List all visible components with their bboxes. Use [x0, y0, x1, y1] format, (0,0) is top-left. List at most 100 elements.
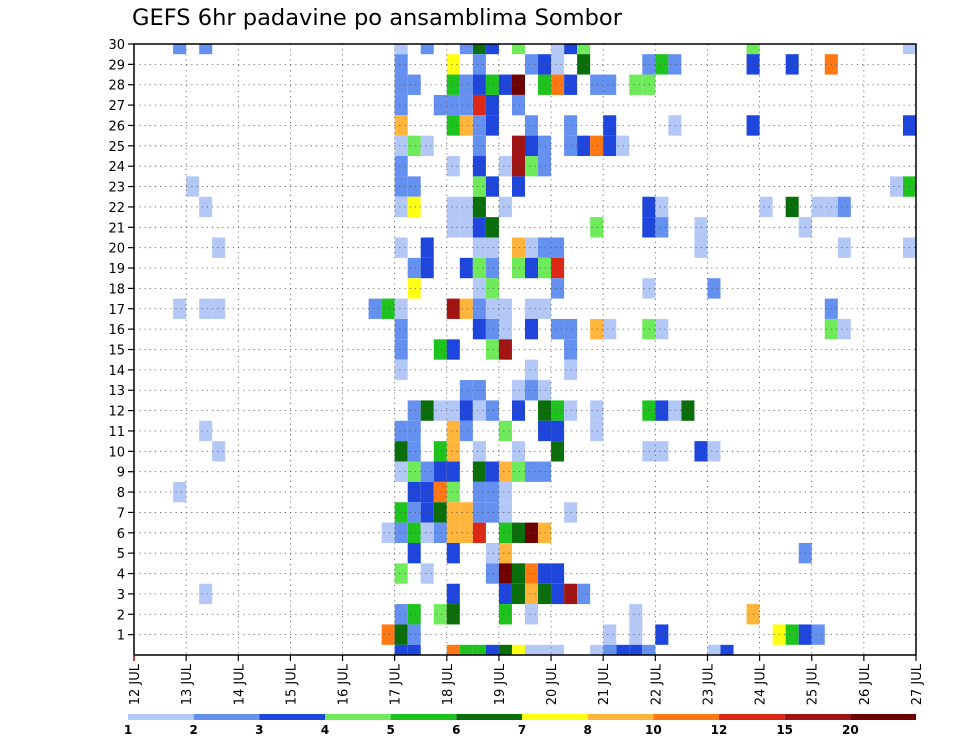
heat-cell: [538, 257, 552, 279]
heat-cell: [538, 583, 552, 605]
y-tick-label: 25: [108, 140, 125, 155]
colorbar-label: 10: [645, 723, 662, 737]
y-tick-label: 18: [108, 282, 125, 297]
heat-cell: [538, 644, 552, 655]
heat-cell: [485, 217, 499, 238]
heat-cell: [498, 318, 512, 340]
colorbar-label: 8: [583, 723, 591, 737]
heat-cell: [485, 563, 499, 584]
heat-cell: [564, 318, 578, 340]
heat-cell: [564, 44, 578, 55]
heat-cell: [590, 217, 604, 238]
colorbar-swatch: [522, 714, 588, 720]
heat-cell: [394, 44, 408, 55]
heat-cell: [407, 644, 421, 655]
heat-cell: [485, 115, 499, 136]
heat-cell: [199, 196, 213, 218]
heat-cell: [446, 74, 460, 95]
heat-cell: [407, 624, 421, 645]
heat-cell: [446, 217, 460, 238]
heat-cell: [420, 44, 434, 55]
heat-cell: [551, 44, 565, 55]
heat-cell: [551, 400, 565, 421]
colorbar: 1 2 3 4 5 6 7 8 10 12 15 20: [124, 714, 916, 737]
heat-cell: [472, 400, 486, 421]
heat-cell: [551, 278, 565, 299]
heat-cell: [538, 74, 552, 95]
heat-cell: [420, 135, 434, 157]
heat-cell: [420, 481, 434, 503]
heat-cell: [407, 196, 421, 218]
heat-cell: [590, 644, 604, 655]
y-tick-label: 13: [108, 384, 125, 399]
y-tick-label: 3: [117, 588, 125, 603]
heat-cell: [199, 44, 213, 55]
heat-cell: [394, 420, 408, 442]
heat-cell: [407, 257, 421, 279]
heat-cell: [485, 318, 499, 340]
heat-cell: [485, 257, 499, 279]
y-tick-label: 28: [108, 79, 125, 94]
y-tick-label: 11: [108, 425, 125, 440]
heat-cell: [433, 441, 447, 462]
heat-cell: [472, 135, 486, 157]
chart-title: GEFS 6hr padavine po ansamblima Sombor: [132, 6, 623, 31]
heat-cell: [394, 135, 408, 157]
heat-cell: [485, 278, 499, 299]
heat-cell: [498, 461, 512, 482]
x-tick-label: 27 JUL: [910, 663, 925, 705]
heat-cell: [577, 583, 591, 605]
y-tick-label: 24: [108, 160, 125, 175]
heat-cell: [525, 156, 539, 177]
heat-cell: [498, 156, 512, 177]
y-tick-label: 9: [117, 466, 125, 481]
x-tick-label: 15 JUL: [284, 663, 299, 705]
heat-cell: [498, 196, 512, 218]
heat-cell: [525, 237, 539, 258]
x-tick-label: 20 JUL: [545, 663, 560, 705]
heat-cell: [472, 481, 486, 503]
heat-cell: [485, 542, 499, 564]
colorbar-swatch: [259, 714, 325, 720]
heat-cell: [707, 441, 721, 462]
heat-cell: [485, 339, 499, 360]
x-tick-label: 19 JUL: [493, 663, 508, 705]
heat-cell: [394, 115, 408, 136]
heat-cell: [394, 359, 408, 381]
heat-cell: [538, 461, 552, 482]
heat-cell: [433, 94, 447, 116]
colorbar-swatch: [390, 714, 457, 720]
heat-cell: [394, 176, 408, 197]
heat-cell: [420, 237, 434, 258]
heat-cell: [525, 135, 539, 157]
colorbar-label: 3: [255, 723, 263, 737]
heat-cell: [459, 94, 473, 116]
heat-cell: [394, 318, 408, 340]
heat-cell: [811, 624, 825, 645]
heat-cell: [511, 156, 525, 177]
heat-cell: [472, 502, 486, 523]
heat-cell: [564, 502, 578, 523]
heat-cell: [173, 481, 187, 503]
y-tick-label: 1: [117, 629, 125, 644]
heat-cell: [459, 298, 473, 319]
heat-cell: [212, 237, 226, 258]
heat-cell: [498, 542, 512, 564]
heat-cell: [459, 644, 473, 655]
y-tick-label: 21: [108, 221, 125, 236]
y-tick-label: 22: [108, 201, 125, 216]
heat-cell: [538, 156, 552, 177]
heat-cell: [472, 156, 486, 177]
heat-cell: [459, 420, 473, 442]
heat-cell: [538, 563, 552, 584]
heat-cell: [538, 400, 552, 421]
colorbar-swatch: [719, 714, 785, 720]
heat-cell: [902, 44, 916, 55]
heat-cell: [472, 257, 486, 279]
heat-cell: [433, 339, 447, 360]
heat-cell: [837, 196, 851, 218]
heat-cell: [407, 542, 421, 564]
heat-cell: [655, 54, 669, 75]
colorbar-label: 15: [776, 723, 793, 737]
heat-cell: [446, 583, 460, 605]
